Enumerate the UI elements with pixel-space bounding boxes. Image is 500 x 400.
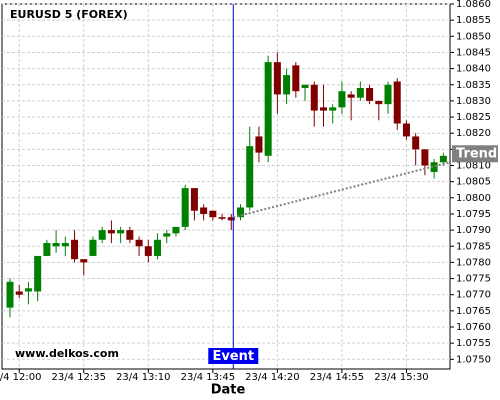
plot-frame bbox=[1, 3, 451, 370]
candle-body bbox=[375, 100, 383, 105]
candle-body bbox=[439, 155, 447, 163]
candle-body bbox=[227, 217, 235, 221]
candle-body bbox=[107, 230, 115, 234]
y-tick-label: 1.0810 bbox=[456, 161, 491, 172]
x-tick-label: 23/4 12:35 bbox=[52, 372, 106, 383]
y-tick-label: 1.0845 bbox=[456, 47, 491, 58]
candle-body bbox=[34, 255, 42, 292]
candle-body bbox=[338, 91, 346, 108]
candle-body bbox=[393, 81, 401, 124]
candle-body bbox=[356, 87, 364, 98]
y-tick-label: 1.0755 bbox=[456, 338, 491, 349]
candle-body bbox=[163, 233, 171, 237]
event-label-box bbox=[208, 348, 259, 364]
y-tick-label: 1.0860 bbox=[456, 0, 491, 10]
candle-body bbox=[329, 107, 337, 111]
y-tick-label: 1.0850 bbox=[456, 31, 491, 42]
candle-body bbox=[430, 162, 438, 172]
candle-body bbox=[237, 207, 244, 218]
x-tick-label: 23/4 12:00 bbox=[0, 372, 41, 383]
x-tick-label: 23/4 14:55 bbox=[310, 372, 364, 383]
y-tick-label: 1.0820 bbox=[456, 128, 491, 139]
candle-body bbox=[98, 230, 106, 240]
y-tick-label: 1.0840 bbox=[456, 64, 491, 75]
candle-body bbox=[172, 226, 180, 234]
candle-body bbox=[384, 84, 392, 105]
y-tick-label: 1.0800 bbox=[456, 193, 491, 204]
candle-body bbox=[264, 62, 272, 156]
y-tick-label: 1.0855 bbox=[456, 15, 491, 26]
candle-body bbox=[15, 291, 23, 295]
candle-body bbox=[135, 239, 143, 247]
y-tick-label: 1.0785 bbox=[456, 241, 491, 252]
candle-body bbox=[80, 259, 88, 263]
watermark: www.delkos.com bbox=[15, 347, 119, 360]
candle-body bbox=[412, 136, 420, 150]
x-tick-label: 23/4 14:20 bbox=[245, 372, 299, 383]
candle-body bbox=[218, 217, 226, 219]
x-tick-label: 23/4 13:45 bbox=[181, 372, 235, 383]
candle-body bbox=[283, 75, 291, 95]
candle-body bbox=[126, 230, 134, 240]
candle-body bbox=[273, 62, 281, 95]
y-tick-label: 1.0775 bbox=[456, 274, 491, 285]
candle-body bbox=[71, 239, 79, 260]
candle-body bbox=[190, 188, 198, 211]
event-label: Event bbox=[212, 349, 254, 364]
candle-body bbox=[319, 107, 327, 111]
candle-body bbox=[52, 243, 60, 247]
candle-body bbox=[181, 188, 189, 227]
candle-body bbox=[43, 243, 51, 256]
y-tick-label: 1.0790 bbox=[456, 225, 491, 236]
candle-body bbox=[255, 136, 263, 153]
candle-body bbox=[144, 246, 152, 256]
x-tick-label: 23/4 13:10 bbox=[116, 372, 170, 383]
candle-body bbox=[117, 230, 125, 234]
candle-body bbox=[310, 84, 318, 111]
y-tick-label: 1.0835 bbox=[456, 80, 491, 91]
trend-line bbox=[233, 161, 451, 219]
y-tick-label: 1.0795 bbox=[456, 209, 491, 220]
y-tick-label: 1.0750 bbox=[456, 354, 491, 365]
candle-body bbox=[24, 288, 32, 292]
y-tick-label: 1.0780 bbox=[456, 257, 491, 268]
candle-body bbox=[292, 65, 300, 92]
candle-body bbox=[402, 123, 410, 137]
candle-body bbox=[209, 210, 217, 218]
y-tick-label: 1.0765 bbox=[456, 306, 491, 317]
candle-body bbox=[200, 207, 208, 214]
candle-body bbox=[246, 146, 254, 208]
y-tick-label: 1.0770 bbox=[456, 290, 491, 301]
y-tick-label: 1.0760 bbox=[456, 322, 491, 333]
candle-body bbox=[61, 243, 69, 247]
candle-body bbox=[421, 149, 429, 166]
x-axis-label: Date bbox=[211, 383, 246, 398]
chart-title: EURUSD 5 (FOREX) bbox=[10, 8, 128, 21]
y-tick-label: 1.0805 bbox=[456, 177, 491, 188]
y-tick-label: 1.0825 bbox=[456, 112, 491, 123]
trend-label-box bbox=[452, 145, 498, 163]
x-tick-label: 23/4 15:30 bbox=[374, 372, 428, 383]
candle-body bbox=[89, 239, 97, 256]
trend-label: Trend bbox=[456, 146, 497, 161]
candle-body bbox=[154, 239, 162, 256]
candle-body bbox=[347, 94, 355, 98]
candle-body bbox=[366, 87, 374, 101]
y-tick-label: 1.0830 bbox=[456, 96, 491, 107]
candle-body bbox=[301, 84, 309, 88]
candle-body bbox=[6, 281, 14, 308]
